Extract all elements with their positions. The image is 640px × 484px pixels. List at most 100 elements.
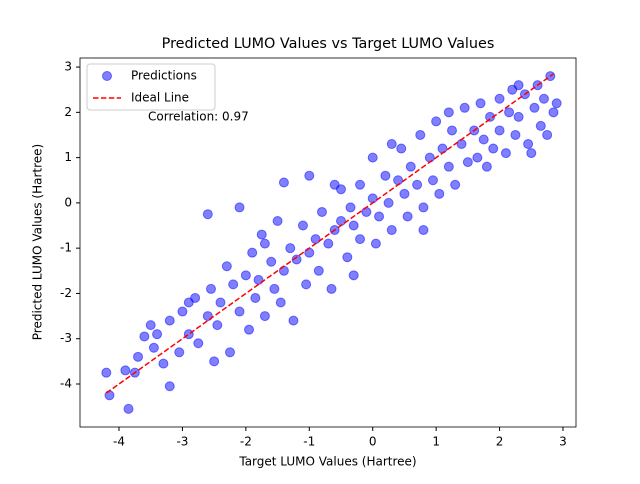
point — [301, 279, 312, 290]
point — [538, 93, 549, 104]
point — [386, 225, 397, 236]
point — [145, 320, 156, 331]
point — [415, 129, 426, 140]
point — [234, 306, 245, 317]
point — [240, 270, 251, 281]
point — [450, 179, 461, 190]
point — [434, 188, 445, 199]
y-axis-label: Predicted LUMO Values (Hartree) — [31, 144, 45, 340]
point — [148, 342, 159, 353]
point — [291, 254, 302, 265]
point — [535, 120, 546, 131]
point — [529, 102, 540, 113]
x-tick-label: 1 — [432, 435, 440, 449]
point — [427, 175, 438, 186]
point — [418, 225, 429, 236]
point — [548, 107, 559, 118]
point — [120, 365, 131, 376]
point — [183, 297, 194, 308]
point — [367, 152, 378, 163]
point — [475, 98, 486, 109]
point — [481, 161, 492, 172]
point — [405, 161, 416, 172]
point — [326, 283, 337, 294]
point — [396, 143, 407, 154]
point — [259, 238, 270, 249]
point — [256, 229, 267, 240]
point — [164, 315, 175, 326]
point — [342, 252, 353, 263]
point — [221, 261, 232, 272]
point — [513, 111, 524, 122]
point — [348, 270, 359, 281]
point — [456, 139, 467, 150]
point — [345, 202, 356, 213]
point — [269, 283, 280, 294]
point — [551, 98, 562, 109]
point — [329, 179, 340, 190]
point — [355, 179, 366, 190]
y-tick-label: 3 — [64, 60, 72, 74]
point — [316, 206, 327, 217]
x-tick-label: -3 — [176, 435, 188, 449]
point — [383, 197, 394, 208]
point — [152, 329, 163, 340]
point — [504, 107, 515, 118]
point — [485, 111, 496, 122]
point — [472, 152, 483, 163]
point — [250, 292, 261, 303]
legend-marker — [102, 71, 112, 81]
point — [278, 177, 289, 188]
point — [488, 143, 499, 154]
axes-frame — [79, 57, 577, 428]
point — [336, 215, 347, 226]
point — [304, 170, 315, 181]
point — [285, 243, 296, 254]
point — [500, 148, 511, 159]
point — [215, 297, 226, 308]
y-tick-label: -3 — [60, 331, 72, 345]
y-tick-label: 2 — [64, 105, 72, 119]
point — [424, 152, 435, 163]
y-tick-label: 1 — [64, 150, 72, 164]
point — [310, 234, 321, 245]
point — [275, 297, 286, 308]
point — [323, 238, 334, 249]
point — [174, 347, 185, 358]
point — [212, 320, 223, 331]
x-axis-label: Target LUMO Values (Hartree) — [238, 455, 416, 469]
point — [193, 338, 204, 349]
point — [228, 279, 239, 290]
point — [386, 139, 397, 150]
point — [133, 351, 144, 362]
point — [462, 157, 473, 168]
point — [513, 80, 524, 91]
point — [209, 356, 220, 367]
y-tick-label: -1 — [60, 241, 72, 255]
x-tick-label: 2 — [496, 435, 504, 449]
point — [510, 129, 521, 140]
point — [437, 143, 448, 154]
legend-label: Predictions — [131, 69, 197, 83]
point — [158, 358, 169, 369]
x-tick-label: -1 — [303, 435, 315, 449]
point — [526, 148, 537, 159]
legend-label: Ideal Line — [131, 91, 189, 105]
point — [374, 211, 385, 222]
point — [523, 139, 534, 150]
point — [393, 175, 404, 186]
point — [164, 381, 175, 392]
point — [355, 234, 366, 245]
point — [313, 265, 324, 276]
point — [139, 331, 150, 342]
x-tick-label: -4 — [113, 435, 125, 449]
point — [177, 306, 188, 317]
point — [259, 311, 270, 322]
y-tick-label: -2 — [60, 286, 72, 300]
point — [367, 193, 378, 204]
point — [418, 202, 429, 213]
ideal-line — [105, 73, 554, 394]
point — [478, 134, 489, 145]
point — [402, 211, 413, 222]
point — [380, 170, 391, 181]
